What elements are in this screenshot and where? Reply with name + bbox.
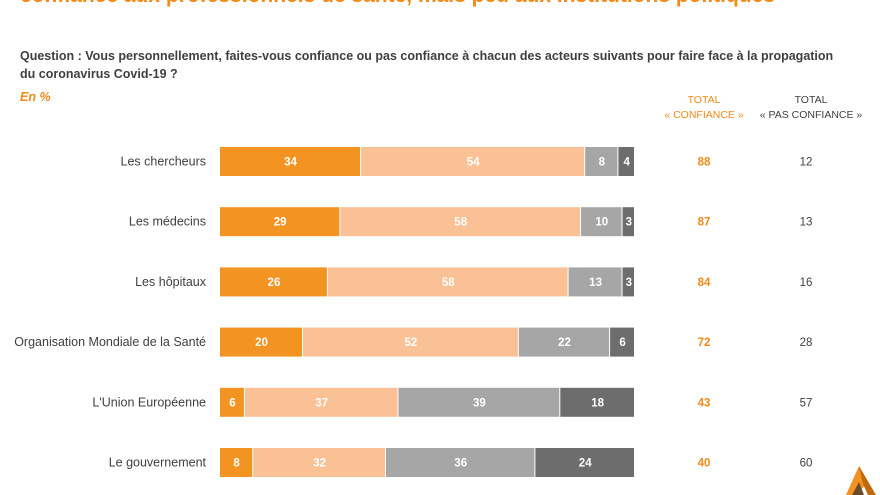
total-confiance-value: 40 [698, 458, 711, 470]
bar-value-label: 13 [589, 277, 602, 289]
total-pas-confiance-value: 12 [800, 157, 813, 169]
total-pas-confiance-value: 60 [800, 458, 813, 470]
bar-segment [220, 387, 244, 417]
bar-segment [220, 327, 302, 357]
brand-logo-icon [846, 466, 876, 495]
bar-value-label: 20 [255, 337, 268, 349]
bar-segment [220, 448, 253, 477]
category-label: Les hôpitaux [135, 275, 207, 289]
category-label: Les chercheurs [121, 155, 206, 169]
bar-segment [610, 327, 634, 357]
header-total-confiance-text: TOTAL « CONFIANCE » [664, 94, 744, 121]
total-pas-confiance-value: 28 [800, 337, 813, 349]
bar-value-label: 39 [473, 397, 486, 409]
bar-segment [220, 207, 340, 237]
chart-title: confiance aux professionnels de santé, m… [20, 0, 880, 8]
bar-segment [220, 147, 361, 176]
bar-value-label: 37 [315, 397, 328, 409]
bar-segment [244, 387, 398, 417]
bar-segment [585, 147, 618, 176]
bar-segment [361, 147, 585, 176]
bar-segment [518, 327, 610, 357]
category-label: Le gouvernement [109, 456, 207, 470]
bar-segment [581, 207, 622, 237]
total-confiance-value: 84 [698, 277, 711, 289]
bar-value-label: 10 [595, 217, 608, 229]
bar-value-label: 36 [454, 458, 467, 470]
question-text: Question : Vous personnellement, faites-… [20, 49, 834, 81]
bar-value-label: 6 [619, 337, 625, 349]
total-confiance-value: 72 [698, 337, 711, 349]
bar-segment [622, 267, 634, 297]
bar-value-label: 22 [558, 337, 571, 349]
bar-value-label: 8 [233, 458, 240, 470]
bar-value-label: 32 [313, 458, 326, 470]
bar-value-label: 24 [579, 458, 592, 470]
bar-value-label: 52 [405, 337, 418, 349]
bar-segment [622, 207, 634, 237]
total-pas-confiance-value: 13 [800, 217, 813, 229]
bar-value-label: 58 [454, 217, 467, 229]
category-label: L'Union Européenne [92, 395, 206, 409]
bar-segment [340, 207, 581, 237]
category-label: Organisation Mondiale de la Santé [14, 335, 206, 349]
bar-segment [303, 327, 518, 357]
unit-label: En % [20, 90, 51, 104]
bar-segment [327, 267, 568, 297]
category-label: Les médecins [129, 215, 206, 229]
bar-value-label: 3 [626, 217, 632, 229]
bar-segment [560, 387, 634, 417]
bar-segment [220, 267, 327, 297]
bar-value-label: 18 [591, 397, 604, 409]
bar-value-label: 26 [268, 277, 281, 289]
header-total-confiance: TOTAL « CONFIANCE » [650, 93, 758, 123]
bar-segment [398, 387, 560, 417]
bar-segment [618, 147, 634, 176]
bar-value-label: 3 [626, 277, 632, 289]
bar-value-label: 4 [623, 157, 630, 169]
total-confiance-value: 88 [698, 157, 711, 169]
bar-value-label: 6 [229, 397, 235, 409]
bar-value-label: 58 [442, 277, 455, 289]
total-pas-confiance-value: 57 [800, 397, 813, 409]
total-confiance-value: 87 [698, 217, 711, 229]
bar-segment [386, 448, 535, 477]
header-total-pas-confiance: TOTAL « PAS CONFIANCE » [752, 93, 870, 123]
bar-value-label: 29 [274, 217, 287, 229]
total-pas-confiance-value: 16 [800, 277, 813, 289]
bar-segment [568, 267, 622, 297]
bar-segment [253, 448, 385, 477]
bar-segment [535, 448, 634, 477]
header-total-pas-confiance-text: TOTAL « PAS CONFIANCE » [759, 94, 863, 121]
total-confiance-value: 43 [698, 397, 711, 409]
bar-value-label: 34 [284, 157, 297, 169]
bar-value-label: 54 [467, 157, 480, 169]
bar-value-label: 8 [599, 157, 606, 169]
